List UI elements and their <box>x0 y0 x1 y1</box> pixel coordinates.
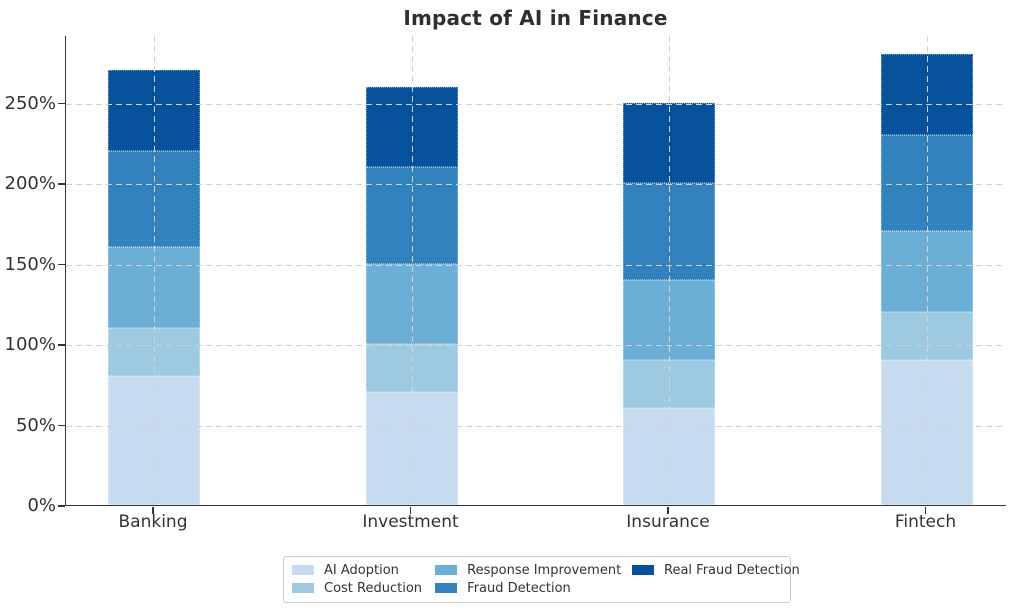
legend-item-cost-reduction: Cost Reduction <box>292 579 435 597</box>
bar-stack-banking <box>108 70 200 505</box>
y-tick-label-100: 100% <box>4 334 56 356</box>
legend-label-cost-reduction: Cost Reduction <box>324 580 423 596</box>
bar-segment-insurance-cost-reduction <box>623 360 715 409</box>
bar-segment-fintech-fraud-detection <box>880 134 973 232</box>
y-tick-label-0: 0% <box>27 495 56 516</box>
y-tick-label-50: 50% <box>15 414 56 436</box>
x-tick-mark-banking <box>152 507 154 514</box>
gridline-y-100 <box>66 345 1006 347</box>
plot-area <box>65 36 1006 506</box>
legend-column-2: Response Improvement Fraud Detection <box>435 561 632 597</box>
bar-stack-fintech <box>880 54 973 505</box>
legend-item-ai-adoption: AI Adoption <box>292 561 435 579</box>
bar-segment-banking-fraud-detection <box>108 150 200 248</box>
bar-segment-fintech-response-improvement <box>880 231 973 312</box>
x-tick-label-fintech: Fintech <box>894 512 957 532</box>
bar-segment-investment-ai-adoption <box>365 392 458 505</box>
legend-label-fraud-detection: Fraud Detection <box>467 580 571 596</box>
x-tick-label-insurance: Insurance <box>626 512 710 532</box>
legend-swatch-response-improvement <box>435 565 458 575</box>
legend-item-response-improvement: Response Improvement <box>435 561 632 579</box>
y-tick-label-250: 250% <box>4 92 56 114</box>
bar-segment-fintech-ai-adoption <box>880 360 973 505</box>
legend-column-3: Real Fraud Detection <box>632 561 800 597</box>
gridline-y-200 <box>66 184 1006 186</box>
legend-swatch-fraud-detection <box>435 583 458 593</box>
legend-label-real-fraud-detection: Real Fraud Detection <box>664 562 800 578</box>
bar-segment-investment-fraud-detection <box>365 167 458 264</box>
bar-stack-insurance <box>623 102 715 505</box>
y-tick-mark-0 <box>58 505 65 507</box>
legend-swatch-real-fraud-detection <box>632 565 654 575</box>
y-tick-label-200: 200% <box>4 173 56 195</box>
bar-segment-insurance-fraud-detection <box>623 183 715 280</box>
bar-segment-investment-real-fraud-detection <box>365 86 458 168</box>
bar-segment-fintech-cost-reduction <box>880 311 973 361</box>
chart-title: Impact of AI in Finance <box>403 6 668 30</box>
x-tick-label-investment: Investment <box>362 512 459 532</box>
bar-segment-banking-response-improvement <box>108 247 200 328</box>
x-tick-mark-insurance <box>667 507 669 514</box>
bar-segment-insurance-response-improvement <box>623 279 715 361</box>
x-tick-label-banking: Banking <box>118 512 188 532</box>
bar-segment-banking-ai-adoption <box>108 376 200 505</box>
x-tick-mark-fintech <box>924 507 927 514</box>
y-tick-mark-50 <box>58 424 65 427</box>
bar-stack-investment <box>365 86 458 505</box>
legend-swatch-ai-adoption <box>292 565 314 575</box>
bar-segment-investment-cost-reduction <box>365 344 458 393</box>
bar-segment-investment-response-improvement <box>365 263 458 345</box>
bar-segment-banking-cost-reduction <box>108 327 200 377</box>
legend-column-1: AI Adoption Cost Reduction <box>292 561 435 597</box>
y-tick-mark-200 <box>58 183 65 185</box>
bar-segment-fintech-real-fraud-detection <box>880 54 973 135</box>
y-tick-mark-250 <box>58 102 65 105</box>
legend-label-response-improvement: Response Improvement <box>467 562 622 578</box>
bar-segment-banking-real-fraud-detection <box>108 70 200 151</box>
legend: AI Adoption Cost Reduction Response Improv… <box>283 556 800 603</box>
y-tick-label-150: 150% <box>4 253 56 275</box>
gridline-y-150 <box>66 264 1006 266</box>
bar-segment-insurance-real-fraud-detection <box>623 102 715 184</box>
bar-segment-insurance-ai-adoption <box>623 408 715 505</box>
legend-item-real-fraud-detection: Real Fraud Detection <box>632 561 800 579</box>
legend-label-ai-adoption: AI Adoption <box>324 562 399 578</box>
legend-swatch-cost-reduction <box>292 583 314 593</box>
y-tick-mark-150 <box>58 263 65 266</box>
legend-item-fraud-detection: Fraud Detection <box>435 579 632 597</box>
y-tick-mark-100 <box>58 344 65 346</box>
gridline-y-250 <box>66 103 1006 105</box>
gridline-y-50 <box>66 425 1006 427</box>
x-tick-mark-investment <box>409 507 412 514</box>
